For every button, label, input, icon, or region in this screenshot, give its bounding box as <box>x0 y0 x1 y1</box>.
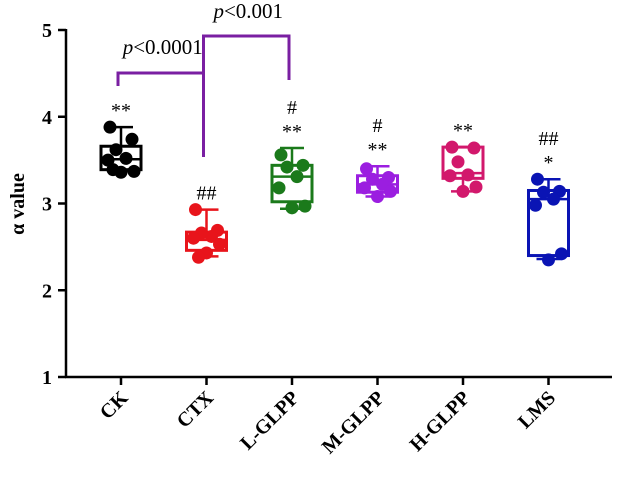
comparison-bracket <box>202 34 291 157</box>
y-tick-label: 2 <box>42 280 52 302</box>
data-point <box>542 253 555 267</box>
significance-marker: ## <box>539 128 559 150</box>
box-ctx <box>185 203 228 264</box>
comparison-p-value: p<0.0001 <box>121 35 203 59</box>
data-point <box>103 120 117 134</box>
data-point <box>119 151 133 165</box>
data-point <box>555 247 568 261</box>
data-point <box>189 203 202 217</box>
comparison-ctx-l-glpp: p<0.001 <box>202 0 291 157</box>
box-ck <box>99 120 143 179</box>
data-point <box>187 231 200 245</box>
box-lms <box>527 172 570 267</box>
significance-marker: ** <box>368 139 388 161</box>
x-axis: CK CTX L-GLPP M-GLPP H-GLPP LMS <box>65 375 612 458</box>
comparison-brackets: p<0.0001 p<0.001 <box>116 0 291 157</box>
data-point <box>531 172 544 186</box>
significance-markers: **###** #**** ##* <box>111 97 559 205</box>
data-point <box>106 163 120 177</box>
x-tick-label: LMS <box>514 387 560 433</box>
comparison-p-value: p<0.001 <box>211 0 283 23</box>
x-tick-label: CK <box>96 387 133 424</box>
data-point <box>371 190 384 204</box>
data-point <box>547 192 560 206</box>
data-point <box>467 141 481 155</box>
data-point <box>443 169 457 183</box>
significance-marker: ** <box>111 100 131 122</box>
y-tick-label: 1 <box>42 367 52 389</box>
y-tick-label: 3 <box>42 194 52 216</box>
y-tick-label: 5 <box>42 20 52 42</box>
significance-marker: ## <box>197 183 217 205</box>
box-h-glpp <box>441 140 485 198</box>
y-axis: 1 2 3 4 5 <box>42 20 68 389</box>
data-point <box>445 140 459 154</box>
x-tick-label: CTX <box>173 387 219 433</box>
data-point <box>384 184 397 198</box>
data-point <box>109 143 123 157</box>
data-point <box>360 162 373 176</box>
data-point <box>469 180 483 194</box>
data-point <box>213 237 226 251</box>
data-point <box>192 250 205 264</box>
data-point <box>127 164 141 178</box>
data-point <box>358 181 371 195</box>
data-point <box>272 181 286 195</box>
data-point <box>296 158 310 172</box>
x-tick-label: H-GLPP <box>406 387 475 456</box>
data-point <box>274 148 288 162</box>
significance-marker: # <box>373 115 383 137</box>
data-point <box>280 160 294 174</box>
data-point <box>125 132 139 146</box>
x-tick-label: M-GLPP <box>318 387 389 458</box>
significance-marker: ** <box>453 120 473 142</box>
data-point <box>290 170 304 184</box>
data-point <box>529 198 542 212</box>
comparison-ck-ctx: p<0.0001 <box>116 35 205 157</box>
x-tick-label: L-GLPP <box>236 387 303 454</box>
data-point <box>285 201 299 215</box>
data-point <box>456 184 470 198</box>
box-l-glpp <box>270 146 314 215</box>
data-point <box>366 172 379 186</box>
data-point <box>451 155 465 169</box>
boxes <box>99 120 570 267</box>
data-point <box>101 153 115 167</box>
y-axis-title: α value <box>7 173 29 235</box>
box-m-glpp <box>356 162 399 204</box>
y-tick-label: 4 <box>42 107 52 129</box>
data-point <box>461 168 475 182</box>
data-point <box>205 229 218 243</box>
significance-marker: # <box>287 97 297 119</box>
significance-marker: * <box>544 152 554 174</box>
data-point <box>298 199 312 213</box>
data-point <box>537 185 550 199</box>
significance-marker: ** <box>282 121 302 143</box>
